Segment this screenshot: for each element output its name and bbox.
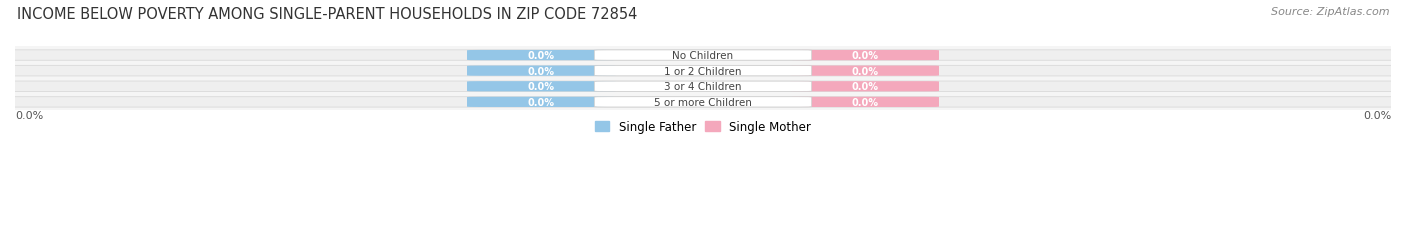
FancyBboxPatch shape (790, 66, 939, 76)
Text: 0.0%: 0.0% (527, 51, 555, 61)
Text: 0.0%: 0.0% (851, 51, 879, 61)
Text: 0.0%: 0.0% (1362, 111, 1391, 121)
FancyBboxPatch shape (467, 82, 616, 92)
FancyBboxPatch shape (467, 66, 616, 76)
Text: No Children: No Children (672, 51, 734, 61)
FancyBboxPatch shape (467, 97, 616, 107)
FancyBboxPatch shape (467, 51, 616, 61)
FancyBboxPatch shape (0, 51, 1406, 61)
Text: 0.0%: 0.0% (851, 66, 879, 76)
FancyBboxPatch shape (790, 97, 939, 107)
Text: 0.0%: 0.0% (851, 82, 879, 92)
Text: 0.0%: 0.0% (851, 97, 879, 107)
FancyBboxPatch shape (790, 82, 939, 92)
Text: 0.0%: 0.0% (527, 97, 555, 107)
Text: 0.0%: 0.0% (15, 111, 44, 121)
Legend: Single Father, Single Mother: Single Father, Single Mother (591, 116, 815, 138)
Text: INCOME BELOW POVERTY AMONG SINGLE-PARENT HOUSEHOLDS IN ZIP CODE 72854: INCOME BELOW POVERTY AMONG SINGLE-PARENT… (17, 7, 637, 22)
Text: 1 or 2 Children: 1 or 2 Children (664, 66, 742, 76)
FancyBboxPatch shape (0, 97, 1406, 108)
FancyBboxPatch shape (595, 82, 811, 92)
FancyBboxPatch shape (790, 51, 939, 61)
FancyBboxPatch shape (595, 97, 811, 107)
Text: 0.0%: 0.0% (527, 82, 555, 92)
Text: 3 or 4 Children: 3 or 4 Children (664, 82, 742, 92)
FancyBboxPatch shape (0, 82, 1406, 92)
Text: 0.0%: 0.0% (527, 66, 555, 76)
FancyBboxPatch shape (595, 66, 811, 76)
FancyBboxPatch shape (0, 66, 1406, 76)
FancyBboxPatch shape (595, 51, 811, 61)
Text: Source: ZipAtlas.com: Source: ZipAtlas.com (1271, 7, 1389, 17)
Text: 5 or more Children: 5 or more Children (654, 97, 752, 107)
